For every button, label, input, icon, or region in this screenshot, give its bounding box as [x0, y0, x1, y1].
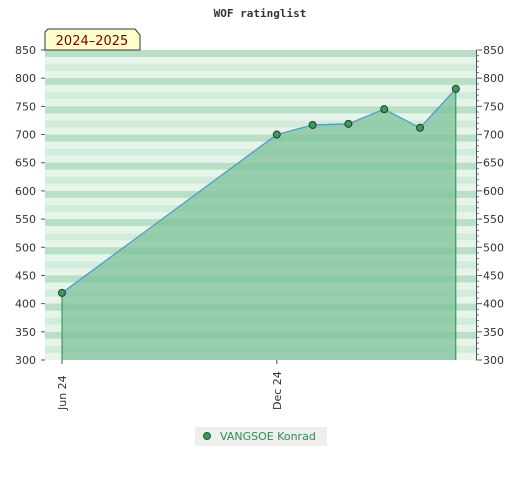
- y-tick-label-right: 600: [483, 185, 504, 198]
- y-tick-label-right: 400: [483, 298, 504, 311]
- data-point: [451, 84, 460, 93]
- y-tick-label-right: 750: [483, 100, 504, 113]
- data-point: [380, 105, 389, 114]
- chart-title: WOF ratinglist: [214, 7, 307, 20]
- background-band: [45, 99, 476, 107]
- x-axis: Jun 24 Dec 24: [56, 360, 284, 411]
- background-band: [45, 134, 476, 142]
- legend-label: VANGSOE Konrad: [220, 430, 316, 443]
- x-tick-label: Jun 24: [56, 375, 69, 411]
- y-tick-label-left: 450: [15, 269, 36, 282]
- background-band: [45, 85, 476, 93]
- data-point: [58, 288, 66, 297]
- background-band: [45, 57, 476, 65]
- y-tick-label-right: 500: [483, 241, 504, 254]
- legend[interactable]: VANGSOE Konrad: [195, 427, 327, 446]
- y-tick-label-left: 800: [15, 72, 36, 85]
- y-tick-label-left: 400: [15, 298, 36, 311]
- y-tick-label-right: 550: [483, 213, 504, 226]
- y-tick-label-right: 450: [483, 269, 504, 282]
- background-band: [45, 50, 476, 58]
- x-tick-label: Dec 24: [271, 371, 284, 410]
- y-tick-label-right: 700: [483, 129, 504, 142]
- y-tick-label-right: 300: [483, 354, 504, 367]
- background-band: [45, 64, 476, 72]
- y-tick-label-left: 650: [15, 157, 36, 170]
- y-tick-label-right: 850: [483, 44, 504, 57]
- background-band: [45, 113, 476, 121]
- background-band: [45, 120, 476, 128]
- y-tick-label-left: 600: [15, 185, 36, 198]
- y-tick-label-left: 850: [15, 44, 36, 57]
- background-band: [45, 127, 476, 135]
- y-tick-label-left: 550: [15, 213, 36, 226]
- y-tick-label-left: 750: [15, 100, 36, 113]
- y-tick-label-right: 650: [483, 157, 504, 170]
- y-tick-label-left: 300: [15, 354, 36, 367]
- background-band: [45, 78, 476, 86]
- series-area-fill: [62, 88, 456, 361]
- season-badge-label: 2024–2025: [56, 34, 129, 49]
- legend-box: [195, 427, 327, 446]
- y-tick-label-right: 800: [483, 72, 504, 85]
- data-point: [416, 123, 424, 132]
- y-tick-label-left: 500: [15, 241, 36, 254]
- y-tick-label-left: 700: [15, 129, 36, 142]
- data-point: [344, 119, 353, 128]
- y-axis-left: 300 350 400 450 500 550 600 650 700 750 800 850: [15, 44, 45, 367]
- data-point: [272, 130, 281, 139]
- background-band: [45, 71, 476, 79]
- season-badge-box: [44, 28, 141, 51]
- data-markers: [58, 84, 460, 297]
- background-band: [45, 141, 476, 149]
- background-band: [45, 106, 476, 114]
- y-tick-label-left: 350: [15, 326, 36, 339]
- y-axis-right: 300 350 400 450 500 550 600 650 700 750 800 850: [476, 44, 504, 367]
- background-band: [45, 92, 476, 100]
- legend-marker-icon: [203, 432, 211, 440]
- season-badge: 2024–2025: [44, 28, 141, 51]
- data-point: [308, 120, 317, 129]
- y-tick-label-right: 350: [483, 326, 504, 339]
